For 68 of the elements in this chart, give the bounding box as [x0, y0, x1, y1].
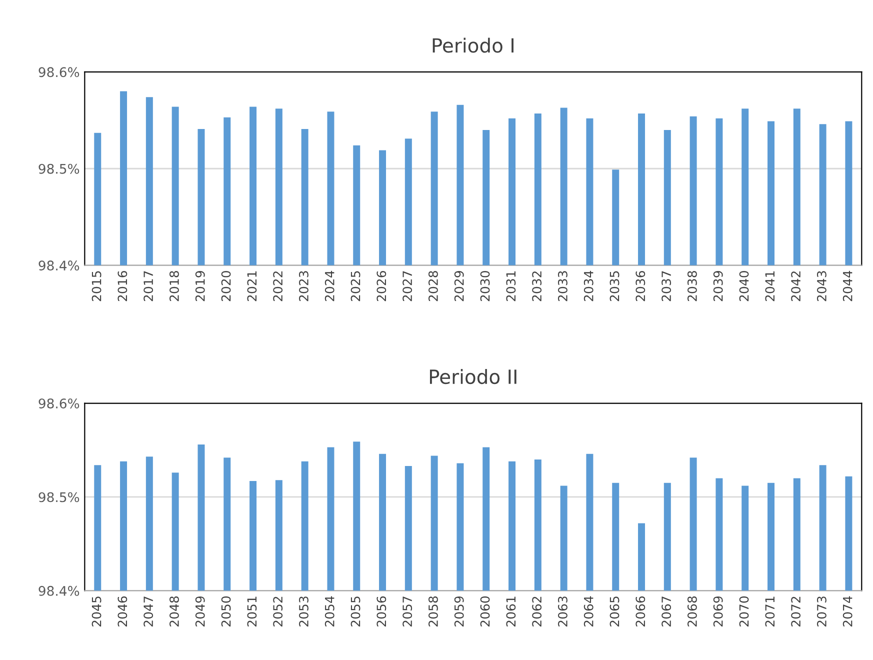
- x-tick-label: 2066: [636, 596, 646, 626]
- x-tick-label: 2061: [506, 596, 516, 626]
- x-tick-label: 2030: [480, 271, 490, 302]
- x-tick-label: 2071: [765, 596, 775, 626]
- x-tick-label: 2035: [610, 271, 620, 302]
- x-tick-label: 2072: [791, 596, 801, 626]
- x-tick-label: 2027: [402, 271, 412, 302]
- x-tick-label: 2049: [195, 596, 205, 626]
- x-tick-label: 2033: [558, 271, 568, 302]
- x-tick-label: 2062: [532, 596, 542, 626]
- x-tick-label: 2022: [273, 271, 283, 302]
- x-tick-label: 2037: [662, 271, 672, 302]
- x-tick-label: 2043: [816, 271, 826, 302]
- x-tick-label: 2070: [739, 596, 749, 626]
- x-tick-label: 2047: [144, 596, 154, 626]
- x-tick-label: 2041: [765, 271, 775, 302]
- x-tick-label: 2048: [170, 596, 179, 626]
- x-tick-label: 2069: [713, 596, 723, 626]
- x-tick-label: 2058: [428, 596, 438, 626]
- y-tick-label: 98.5%: [38, 164, 80, 174]
- x-tick-label: 2050: [221, 596, 231, 626]
- y-tick-label: 98.6%: [38, 398, 80, 408]
- x-tick-label: 2029: [454, 271, 464, 302]
- x-tick-label: 2031: [506, 271, 516, 302]
- x-tick-label: 2017: [144, 271, 154, 302]
- x-tick-label: 2042: [791, 271, 801, 302]
- x-tick-label: 2056: [376, 596, 386, 626]
- x-tick-label: 2021: [247, 271, 257, 302]
- x-tick-label: 2036: [636, 270, 646, 302]
- x-tick-label: 2034: [584, 270, 594, 302]
- y-tick-label: 98.6%: [38, 67, 80, 78]
- x-tick-label: 2073: [816, 596, 826, 626]
- chart-title: Periodo II: [430, 369, 516, 384]
- x-tick-label: 2053: [298, 596, 308, 626]
- x-tick-label: 2045: [92, 596, 102, 626]
- x-tick-label: 2059: [454, 596, 464, 626]
- x-tick-label: 2025: [350, 271, 360, 302]
- x-tick-label: 2016: [118, 270, 128, 302]
- y-tick-label: 98.4%: [38, 260, 80, 271]
- x-tick-label: 2065: [610, 596, 620, 626]
- x-tick-label: 2046: [118, 596, 128, 626]
- x-tick-label: 2023: [298, 271, 308, 302]
- x-tick-label: 2055: [350, 596, 360, 626]
- x-tick-label: 2057: [402, 596, 412, 626]
- x-tick-label: 2063: [558, 596, 568, 626]
- x-tick-label: 2068: [687, 596, 697, 626]
- x-tick-label: 2051: [247, 596, 257, 626]
- x-tick-label: 2019: [195, 271, 205, 302]
- x-tick-label: 2040: [739, 271, 749, 302]
- x-tick-label: 2044: [842, 270, 852, 302]
- x-tick-label: 2026: [376, 270, 386, 302]
- x-tick-label: 2018: [170, 271, 179, 302]
- x-tick-label: 2060: [480, 596, 490, 626]
- x-tick-label: 2064: [584, 596, 594, 626]
- x-tick-label: 2024: [324, 270, 334, 302]
- x-tick-label: 2032: [532, 271, 542, 302]
- chart-title: Periodo I: [432, 38, 514, 53]
- x-tick-label: 2067: [662, 596, 672, 626]
- x-tick-label: 2039: [713, 271, 723, 302]
- x-tick-label: 2015: [92, 271, 102, 302]
- x-tick-label: 2052: [273, 596, 283, 626]
- x-tick-label: 2020: [221, 271, 231, 302]
- x-tick-label: 2054: [324, 596, 334, 626]
- x-tick-label: 2038: [687, 271, 697, 302]
- y-tick-label: 98.5%: [38, 492, 80, 502]
- x-tick-label: 2028: [428, 271, 438, 302]
- y-tick-label: 98.4%: [38, 586, 80, 596]
- x-tick-label: 2074: [842, 596, 852, 626]
